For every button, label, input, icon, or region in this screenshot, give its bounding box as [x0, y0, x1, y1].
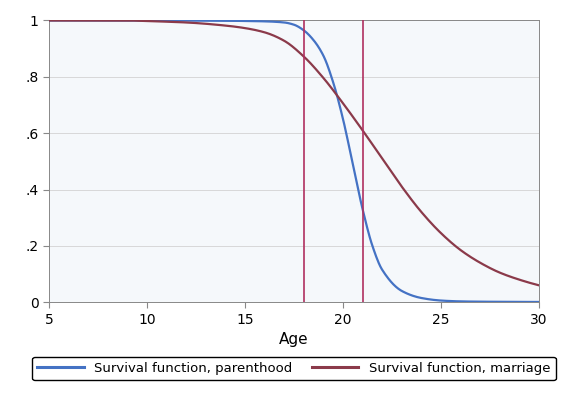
- Legend: Survival function, parenthood, Survival function, marriage: Survival function, parenthood, Survival …: [32, 357, 556, 380]
- X-axis label: Age: Age: [279, 332, 309, 347]
